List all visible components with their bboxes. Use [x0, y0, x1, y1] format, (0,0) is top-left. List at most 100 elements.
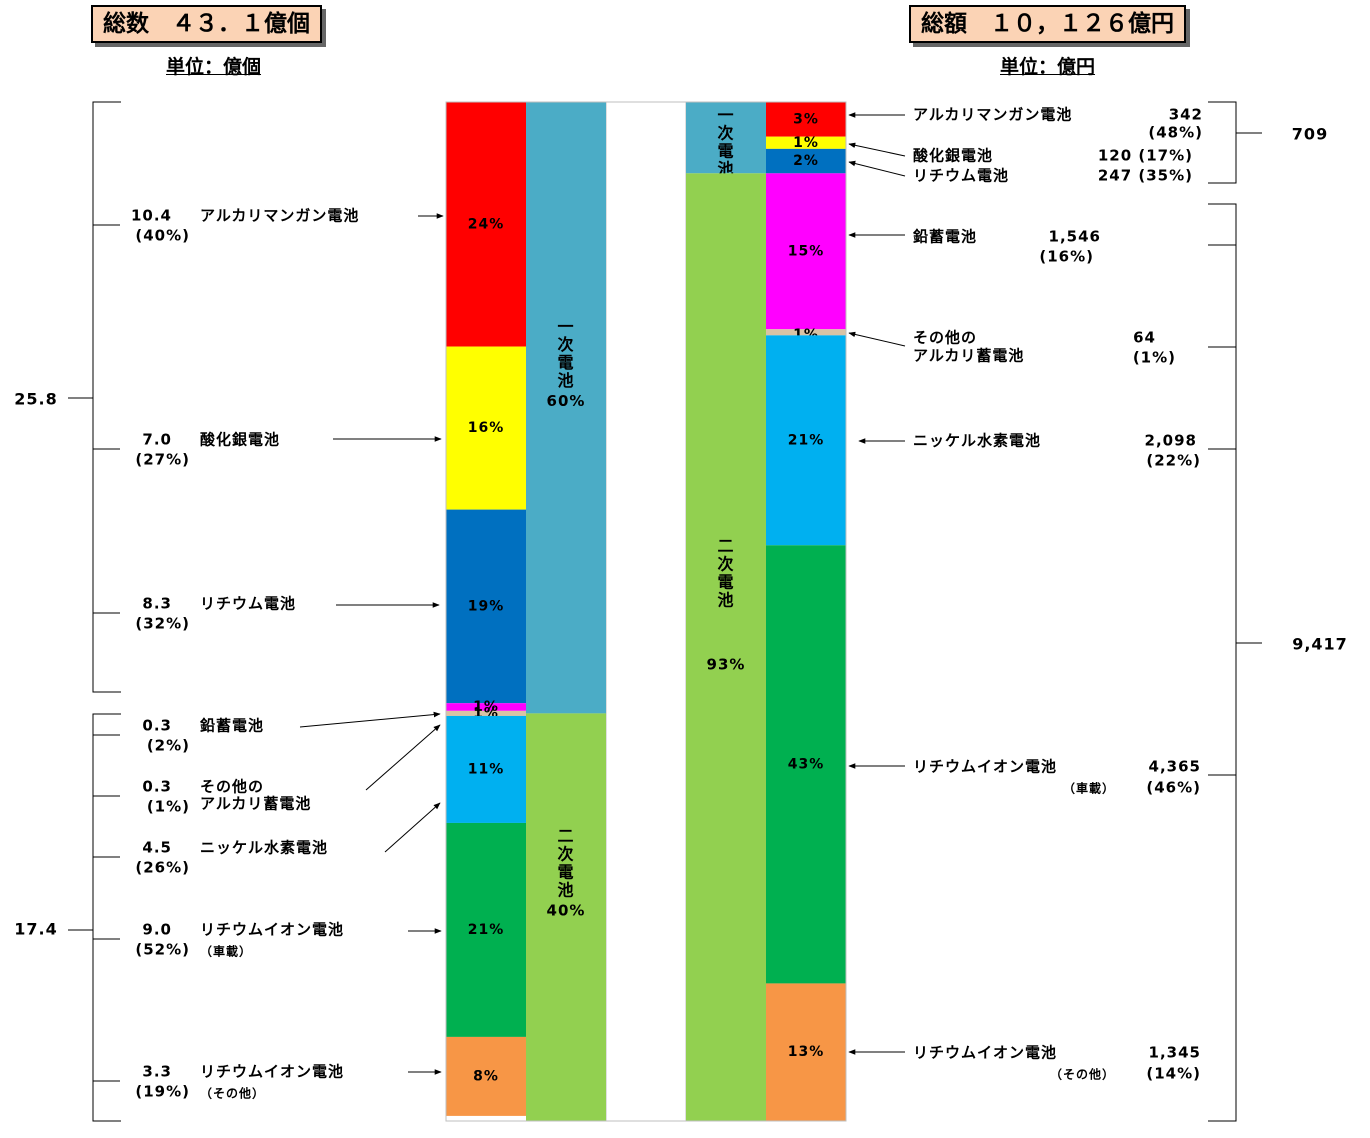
right-category-label: 二	[717, 537, 734, 556]
right-category-bar	[686, 173, 766, 1121]
right-value-label: 1,546	[1049, 228, 1101, 246]
right-name-label: アルカリ蓄電池	[913, 347, 1024, 365]
right-total-title: 総額 １０，１２６億円	[909, 5, 1186, 43]
right-segment-bar	[766, 545, 846, 984]
left-value-label: 9.0	[142, 921, 172, 939]
left-value-label: 7.0	[142, 431, 172, 449]
right-category-label: 一	[717, 106, 734, 125]
left-name-label: リチウムイオン電池	[200, 921, 344, 939]
left-segment-bar	[446, 822, 526, 1037]
left-category-bar	[526, 102, 606, 714]
left-bracket-primary	[92, 101, 121, 693]
left-name-label: ニッケル水素電池	[200, 839, 328, 857]
left-segment-percent: 8%	[473, 1068, 499, 1084]
right-segment-percent: 21%	[788, 432, 825, 448]
left-value-label: 0.3	[142, 778, 172, 796]
right-share-label: (22%)	[1146, 452, 1201, 470]
right-bracket-primary	[1208, 101, 1237, 184]
left-segment-percent: 11%	[468, 761, 505, 777]
left-total-title: 総数 ４３．１億個	[91, 5, 322, 43]
left-category-percent: 60%	[547, 392, 586, 410]
right-name-label: 鉛蓄電池	[913, 228, 977, 246]
left-bracket-secondary	[92, 713, 121, 1122]
right-value-label: 64	[1133, 329, 1156, 347]
left-leader-arrow	[365, 724, 441, 791]
right-group-total: 709	[1292, 125, 1328, 144]
center-gap-column	[605, 101, 687, 1122]
right-leader-arrow	[848, 142, 906, 157]
left-value-label: 8.3	[142, 595, 172, 613]
left-segment-bar	[446, 346, 526, 510]
right-value-label: 2,098	[1145, 432, 1197, 450]
right-name-sub: （車載）	[1063, 781, 1115, 796]
left-segment-bar	[446, 1036, 526, 1116]
left-value-label: 10.4	[131, 207, 172, 225]
left-share-label: (27%)	[135, 451, 190, 469]
right-segment-bar	[766, 983, 846, 1121]
left-share-label: (32%)	[135, 615, 190, 633]
right-name-label: リチウム電池	[913, 167, 1009, 185]
right-share-label: (14%)	[1146, 1065, 1201, 1083]
right-segment-percent: 13%	[788, 1044, 825, 1060]
left-name-label: リチウムイオン電池	[200, 1063, 344, 1081]
right-share-label: (16%)	[1039, 248, 1094, 266]
right-name-label: ニッケル水素電池	[913, 432, 1041, 450]
right-value-label: 247 (35%)	[1098, 167, 1193, 185]
left-segment-percent: 19%	[468, 598, 505, 614]
left-segment-bar	[446, 509, 526, 704]
left-segment-percent: 21%	[468, 922, 505, 938]
left-segment-percent: 16%	[468, 420, 505, 436]
left-category-label: 次	[557, 845, 574, 864]
right-segment-bar	[766, 329, 846, 336]
left-share-label: (40%)	[135, 227, 190, 245]
left-unit-label: 単位：億個	[166, 56, 262, 78]
right-segment-bar	[766, 173, 846, 330]
left-leader-arrow	[384, 802, 441, 853]
right-segment-percent: 1%	[793, 135, 819, 151]
bars-frame	[445, 101, 847, 1122]
right-value-label: 342	[1169, 106, 1203, 124]
right-unit-label: 単位：億円	[1000, 56, 1096, 78]
left-value-label: 4.5	[142, 839, 172, 857]
right-category-label: 電	[717, 573, 734, 592]
right-leader-arrow	[848, 160, 906, 177]
right-value-label: 120 (17%)	[1098, 147, 1193, 165]
left-segment-bar	[446, 703, 526, 711]
right-category-bar	[686, 102, 766, 174]
left-segment-bar	[446, 710, 526, 716]
left-category-label: 電	[557, 353, 574, 372]
left-name-sub: （車載）	[200, 944, 252, 959]
left-group-total: 17.4	[14, 920, 57, 939]
right-category-label: 電	[717, 142, 734, 161]
left-name-label: その他の	[200, 778, 264, 796]
right-value-label: 1,345	[1149, 1044, 1201, 1062]
right-segment-percent: 2%	[793, 153, 819, 169]
left-name-label: 鉛蓄電池	[200, 717, 264, 735]
left-segment-bar	[446, 102, 526, 347]
left-name-label: リチウム電池	[200, 595, 296, 613]
left-leader-arrow	[299, 711, 441, 728]
right-share-label: (1%)	[1133, 349, 1176, 367]
left-share-label: (19%)	[135, 1083, 190, 1101]
left-category-bar	[526, 713, 606, 1121]
right-name-sub: （その他）	[1050, 1067, 1115, 1082]
right-segment-bar	[766, 335, 846, 546]
right-segment-percent: 15%	[788, 243, 825, 259]
right-name-label: リチウムイオン電池	[913, 758, 1057, 776]
left-group-total: 25.8	[14, 390, 57, 409]
left-share-label: (26%)	[135, 859, 190, 877]
left-category-label: 次	[557, 335, 574, 354]
left-category-label: 池	[557, 371, 574, 390]
left-name-label: 酸化銀電池	[200, 431, 280, 449]
right-segment-percent: 3%	[793, 111, 819, 127]
right-category-label: 池	[717, 591, 734, 610]
right-name-label: 酸化銀電池	[913, 147, 993, 165]
left-category-label: 池	[557, 881, 574, 900]
left-category-label: 一	[557, 317, 574, 336]
left-category-percent: 40%	[547, 902, 586, 920]
right-group-total: 9,417	[1292, 635, 1348, 654]
right-name-label: アルカリマンガン電池	[913, 106, 1072, 124]
left-category-label: 二	[557, 827, 574, 846]
right-category-label: 次	[717, 555, 734, 574]
